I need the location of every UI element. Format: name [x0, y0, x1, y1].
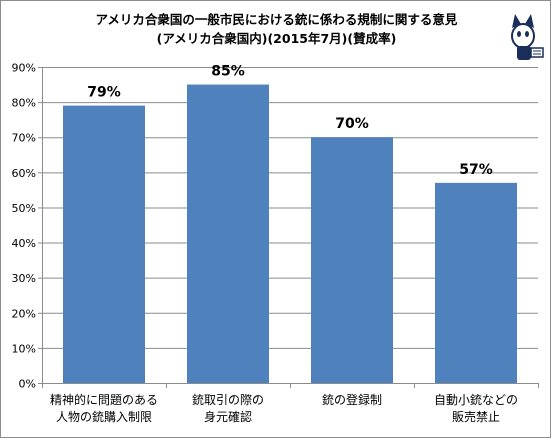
y-tick-label: 60% — [12, 167, 36, 180]
x-tick-label: 銃の登録制 — [322, 392, 382, 407]
bar — [63, 105, 145, 383]
data-label: 85% — [211, 64, 245, 80]
x-tick-label: 銃取引の際の — [192, 392, 264, 407]
y-tick-label: 40% — [12, 237, 36, 250]
data-label: 79% — [87, 85, 121, 101]
y-tick-label: 20% — [12, 307, 36, 320]
x-tick-label: 人物の銃購入制限 — [56, 409, 152, 424]
y-tick-label: 10% — [12, 342, 36, 355]
y-tick-label: 0% — [19, 378, 36, 391]
bar — [435, 182, 517, 383]
chart-title: アメリカ合衆国の一般市民における銃に係わる規制に関する意見 — [95, 12, 458, 27]
x-tick-label: 身元確認 — [204, 409, 252, 424]
y-tick-label: 80% — [12, 97, 36, 110]
x-tick-label: 精神的に問題のある — [50, 392, 158, 407]
y-tick-label: 90% — [12, 62, 36, 75]
chart-title-block: アメリカ合衆国の一般市民における銃に係わる規制に関する意見 (アメリカ合衆国内)… — [1, 10, 551, 48]
bar — [311, 137, 393, 383]
y-tick-label: 50% — [12, 202, 36, 215]
data-label: 70% — [335, 116, 369, 132]
data-label: 57% — [459, 162, 493, 178]
chart-subtitle: (アメリカ合衆国内)(2015年7月)(賛成率) — [156, 31, 397, 46]
y-tick-label: 30% — [12, 272, 36, 285]
bar — [187, 84, 269, 384]
y-tick-label: 70% — [12, 132, 36, 145]
x-tick-label: 自動小銃などの — [434, 392, 518, 407]
x-tick-label: 販売禁止 — [452, 409, 500, 424]
